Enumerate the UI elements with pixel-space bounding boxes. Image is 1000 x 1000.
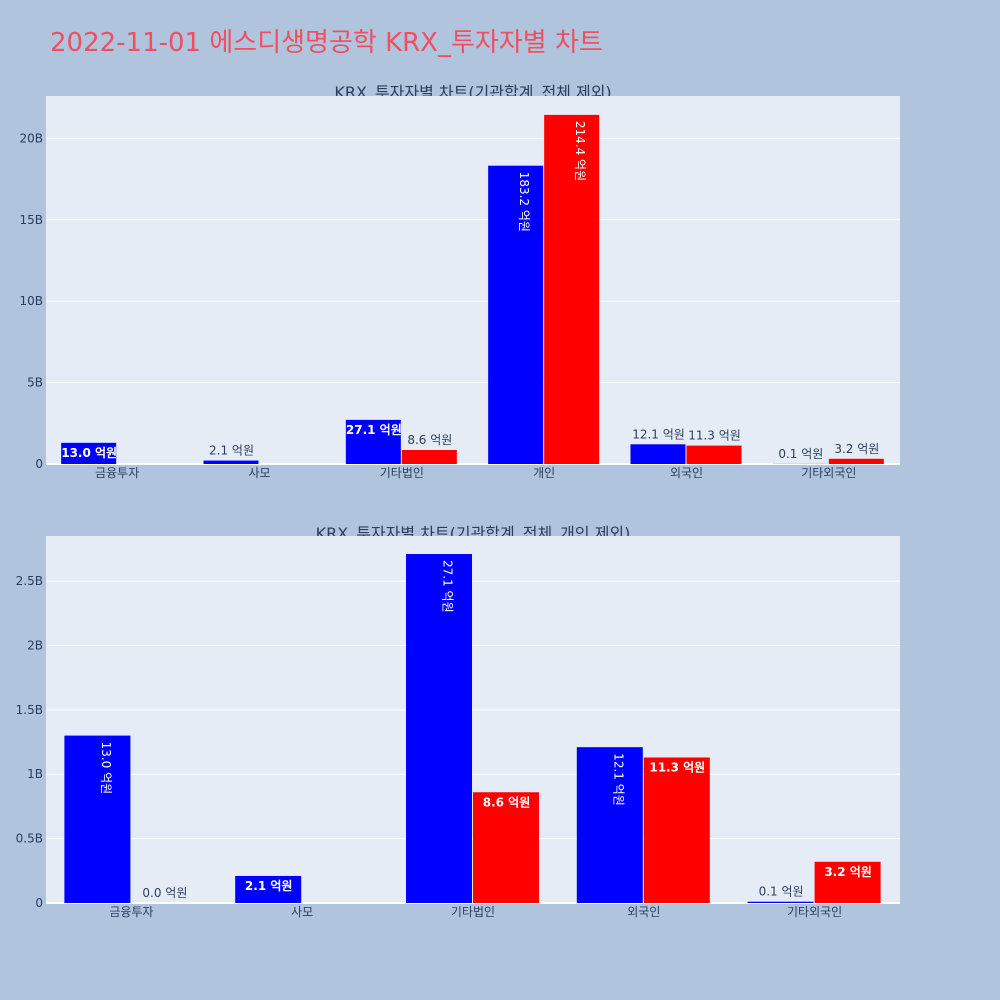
chart-2-bar (235, 875, 302, 903)
chart-1-bar (203, 460, 259, 464)
chart-1-data-label: 8.6 억원 (407, 433, 452, 447)
chart-2-data-label: 27.1 억원 (441, 560, 455, 613)
chart-1-bar (345, 419, 401, 464)
chart-2-ytick-label: 0 (35, 896, 43, 910)
chart-2-bar (406, 554, 472, 903)
chart-1-bar (401, 449, 457, 464)
chart-2-bar (814, 861, 881, 903)
chart-1-xtick-label: 개인 (533, 466, 555, 480)
chart-2-data-label: 2.1 억원 (245, 879, 293, 893)
chart-1-data-label: 183.2 억원 (517, 172, 531, 232)
chart-1-xtick-label: 외국인 (670, 466, 703, 480)
chart-2-bar (576, 747, 643, 903)
chart-2-data-label: 11.3 억원 (649, 760, 705, 774)
chart-2-ytick-label: 2.5B (16, 574, 43, 588)
chart-1-bar (686, 445, 742, 464)
chart-1-ytick-label: 15B (19, 213, 43, 227)
chart-1-data-label: 12.1 억원 (632, 427, 685, 441)
chart-2-data-label: 0.1 억원 (759, 885, 804, 899)
chart-2-bar (747, 901, 814, 903)
chart-1-bar (544, 114, 600, 465)
chart-1-ytick-label: 20B (19, 131, 43, 145)
chart-2-bar (643, 757, 710, 903)
chart-1-data-label: 214.4 억원 (573, 121, 587, 181)
chart-2-ytick-label: 0.5B (16, 832, 43, 846)
chart-1-xtick-label: 금융투자 (95, 466, 139, 480)
chart-2-ytick-label: 1.5B (16, 703, 43, 717)
page-title: 2022-11-01 에스디생명공학 KRX_투자자별 차트 (50, 28, 603, 58)
chart-2-ytick-label: 1B (27, 767, 43, 781)
chart-1-data-label: 27.1 억원 (346, 423, 402, 437)
chart-1-data-label: 11.3 억원 (688, 429, 741, 443)
chart-1-bar (488, 165, 544, 465)
chart-2-data-label: 8.6 억원 (483, 795, 531, 809)
chart-1-data-label: 13.0 억원 (61, 446, 117, 460)
chart-2-data-label: 13.0 억원 (99, 742, 113, 795)
chart-1-ytick-label: 5B (27, 376, 43, 390)
chart-1-xtick-label: 기타외국인 (801, 466, 856, 480)
chart-2-xtick-label: 금융투자 (109, 905, 153, 919)
chart-2-xtick-label: 외국인 (627, 905, 660, 919)
chart-1-xtick-label: 사모 (248, 466, 270, 480)
chart-1-data-label: 2.1 억원 (209, 444, 254, 458)
chart-1-plot-bg (46, 96, 900, 464)
chart-1-xtick-label: 기타법인 (380, 466, 424, 480)
chart-2-data-label: 12.1 억원 (611, 753, 625, 806)
chart-2-bar (473, 792, 539, 903)
chart-2-xtick-label: 사모 (291, 905, 313, 919)
chart-1-ytick-label: 10B (19, 294, 43, 308)
chart-2-ytick-label: 2B (27, 638, 43, 652)
chart-1-bar (61, 442, 117, 464)
chart-2-data-label: 3.2 억원 (824, 865, 872, 879)
chart-1-data-label: 0.1 억원 (778, 447, 823, 461)
chart-1-data-label: 3.2 억원 (834, 442, 879, 456)
chart-1-bar (828, 458, 884, 464)
chart-1-bar (630, 444, 686, 464)
chart-2-bar (64, 735, 131, 903)
chart-1-ytick-label: 0 (35, 457, 43, 471)
chart-2-xtick-label: 기타외국인 (787, 905, 842, 919)
chart-2-data-label: 0.0 억원 (142, 886, 187, 900)
chart-2-xtick-label: 기타법인 (451, 905, 495, 919)
